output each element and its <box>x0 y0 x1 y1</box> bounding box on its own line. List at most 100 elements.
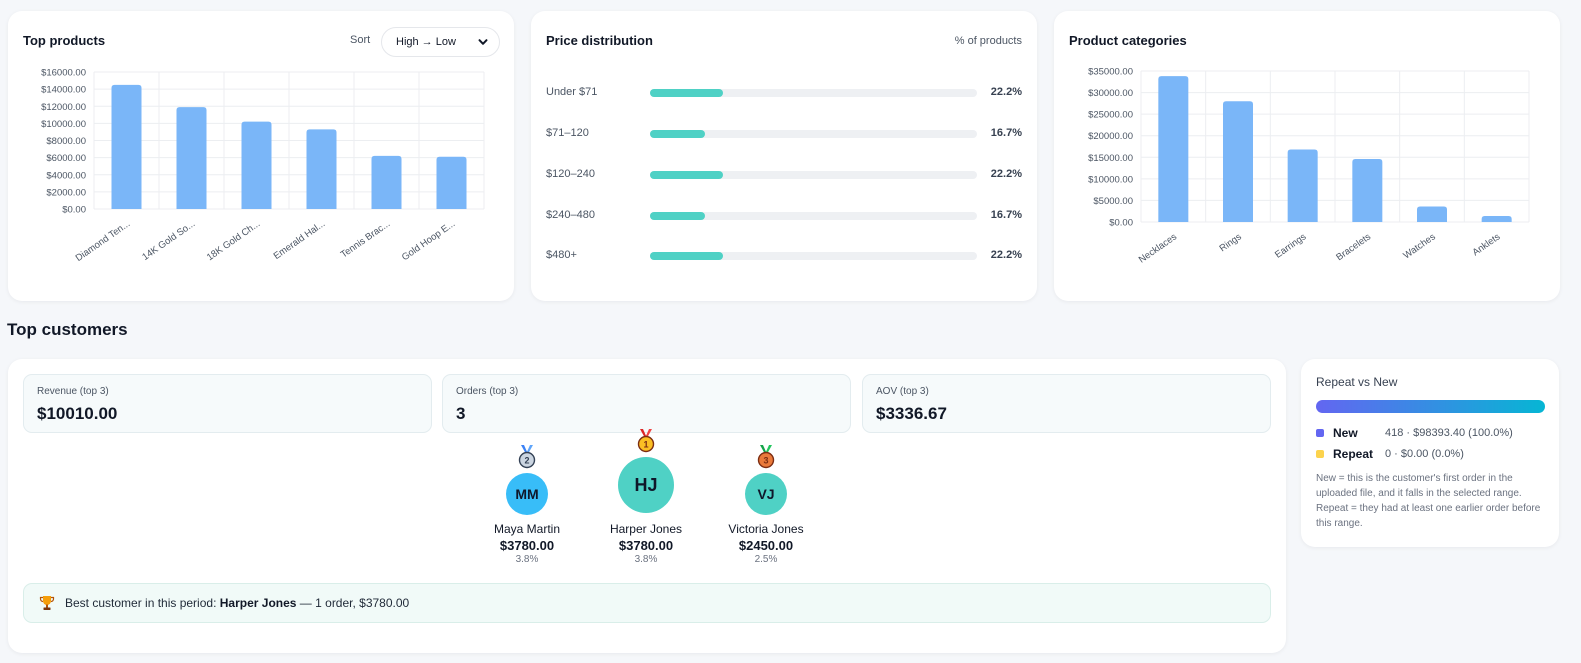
legend-repeat: Repeat 0 · $0.00 (0.0%) <box>1316 447 1464 461</box>
sort-label: Sort <box>350 34 371 46</box>
price-bucket-fill <box>650 212 705 220</box>
svg-text:1: 1 <box>643 440 648 450</box>
y-tick-label: $16000.00 <box>41 68 86 79</box>
customer-share: 3.8% <box>515 554 539 565</box>
silver-medal-icon: 2 <box>517 445 537 474</box>
repeat-vs-new-card: Repeat vs New New 418 · $98393.40 (100.0… <box>1301 359 1559 547</box>
kpi-value: $10010.00 <box>37 404 118 423</box>
x-tick-label: Tennis Brac... <box>339 218 392 260</box>
customer-name: Harper Jones <box>609 522 683 536</box>
x-tick-label: Gold Hoop E... <box>400 218 457 263</box>
new-swatch <box>1316 429 1324 437</box>
price-bucket-label: $71–120 <box>546 127 589 139</box>
x-tick-label: Necklaces <box>1137 231 1179 265</box>
kpi-aov: AOV (top 3) $3336.67 <box>862 374 1271 433</box>
customer-share: 2.5% <box>754 554 778 565</box>
avatar: VJ <box>745 473 787 515</box>
top-products-chart: $0.00 $2000.00 $4000.00 $6000.00 $8000.00 $10… <box>41 68 485 264</box>
bar <box>1158 76 1189 222</box>
price-distribution-title: Price distribution <box>546 33 653 48</box>
price-bucket-label: $480+ <box>546 249 577 261</box>
product-categories-card: Product categories $0.00 $5000.00 $10000.0… <box>1054 11 1560 301</box>
bar <box>306 129 337 209</box>
svg-text:2: 2 <box>524 456 529 466</box>
x-tick-label: Bracelets <box>1334 231 1373 263</box>
kpi-label: AOV (top 3) <box>876 386 929 397</box>
bar <box>241 121 272 209</box>
legend-name: Repeat <box>1333 447 1374 461</box>
price-bucket-label: $120–240 <box>546 168 595 180</box>
x-tick-label: Diamond Ten... <box>74 218 133 264</box>
trophy-icon <box>39 595 55 611</box>
y-tick-label: $14000.00 <box>41 85 86 96</box>
price-bucket-percent: 16.7% <box>990 209 1022 221</box>
price-bucket-row: Under $71 22.2% <box>546 85 1022 101</box>
customer-amount: $2450.00 <box>738 538 794 553</box>
top-products-card: Top products Sort High → Low $0.00 $2000.… <box>8 11 514 301</box>
bar <box>1481 215 1512 222</box>
y-tick-label: $6000.00 <box>46 153 86 164</box>
y-tick-label: $5000.00 <box>1093 196 1133 207</box>
podium-second[interactable]: 2 MM Maya Martin $3780.00 3.8% <box>477 445 577 567</box>
bar <box>111 84 142 209</box>
legend-name: New <box>1333 426 1358 440</box>
podium-first[interactable]: 1 HJ Harper Jones $3780.00 3.8% <box>596 429 696 565</box>
y-tick-label: $0.00 <box>1109 218 1133 229</box>
svg-text:3: 3 <box>763 456 768 466</box>
bar <box>1352 159 1383 222</box>
price-bucket-label: Under $71 <box>546 86 598 98</box>
kpi-value: 3 <box>456 404 466 423</box>
x-tick-label: 14K Gold So... <box>140 218 197 262</box>
top-products-title: Top products <box>23 33 106 48</box>
price-distribution-card: Price distribution % of products Under $… <box>531 11 1037 301</box>
customer-amount: $3780.00 <box>499 538 555 553</box>
customer-name: Victoria Jones <box>728 522 804 536</box>
price-bucket-track <box>650 252 977 260</box>
bar <box>436 156 467 209</box>
customer-name: Maya Martin <box>493 522 561 536</box>
y-tick-label: $8000.00 <box>46 136 86 147</box>
y-tick-label: $35000.00 <box>1088 67 1133 78</box>
x-tick-label: Rings <box>1218 231 1244 254</box>
best-customer-banner: Best customer in this period: Harper Jon… <box>23 583 1271 623</box>
price-bucket-fill <box>650 171 723 179</box>
repeat-swatch <box>1316 450 1324 458</box>
bar <box>1417 206 1447 222</box>
legend-new: New 418 · $98393.40 (100.0%) <box>1316 426 1513 440</box>
bronze-medal-icon: 3 <box>756 445 776 474</box>
kpi-orders: Orders (top 3) 3 <box>442 374 851 433</box>
bar <box>176 107 207 209</box>
price-bucket-fill <box>650 252 723 260</box>
price-bucket-track <box>650 171 977 179</box>
sort-select[interactable]: High → Low <box>381 27 500 57</box>
product-categories-chart: $0.00 $5000.00 $10000.00 $15000.00 $20000.00… <box>1088 67 1530 266</box>
x-tick-label: Watches <box>1401 231 1437 261</box>
price-bucket-percent: 22.2% <box>990 86 1022 98</box>
price-bucket-percent: 22.2% <box>990 249 1022 261</box>
chevron-down-icon <box>477 36 489 51</box>
price-bucket-track <box>650 89 977 97</box>
customer-share: 3.8% <box>634 554 658 565</box>
y-tick-label: $4000.00 <box>46 170 86 181</box>
repeat-vs-new-title: Repeat vs New <box>1316 375 1398 389</box>
podium-third[interactable]: 3 VJ Victoria Jones $2450.00 2.5% <box>716 445 816 567</box>
price-bucket-row: $120–240 22.2% <box>546 167 1022 183</box>
y-tick-label: $10000.00 <box>1088 174 1133 185</box>
y-tick-label: $25000.00 <box>1088 110 1133 121</box>
repeat-vs-new-bar <box>1316 400 1545 413</box>
y-tick-label: $10000.00 <box>41 119 86 130</box>
top-customers-heading: Top customers <box>7 320 128 339</box>
price-bucket-row: $71–120 16.7% <box>546 126 1022 142</box>
y-tick-label: $12000.00 <box>41 102 86 113</box>
x-tick-label: Earrings <box>1273 231 1308 260</box>
kpi-label: Revenue (top 3) <box>37 386 109 397</box>
customer-amount: $3780.00 <box>618 538 674 553</box>
x-tick-label: Anklets <box>1471 231 1503 258</box>
y-tick-label: $2000.00 <box>46 187 86 198</box>
y-tick-label: $20000.00 <box>1088 131 1133 142</box>
top-customers-card: Revenue (top 3) $10010.00 Orders (top 3)… <box>8 359 1286 653</box>
price-bucket-label: $240–480 <box>546 209 595 221</box>
price-bucket-track <box>650 212 977 220</box>
price-bucket-percent: 22.2% <box>990 168 1022 180</box>
y-tick-label: $30000.00 <box>1088 88 1133 99</box>
